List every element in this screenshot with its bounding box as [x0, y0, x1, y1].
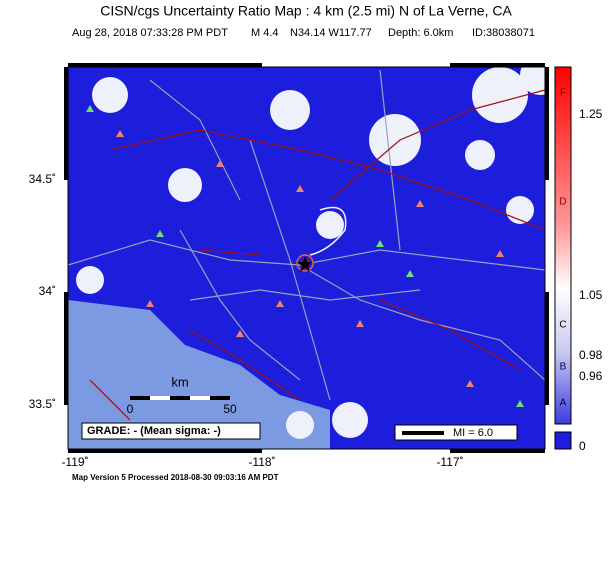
grade-letter: B — [560, 362, 567, 373]
legend-line — [402, 431, 444, 435]
colorbar-tick: 0 — [579, 439, 586, 453]
title: CISN/cgs Uncertainty Ratio Map : 4 km (2… — [100, 3, 512, 19]
scale-start: 0 — [127, 402, 134, 416]
scale-end: 50 — [223, 402, 237, 416]
colorbar-tick: 0.96 — [579, 369, 603, 383]
lat-label: 34.5˚ — [29, 172, 56, 186]
lon-label: -119˚ — [61, 455, 88, 469]
legend-box — [394, 424, 518, 441]
subtitle-depth: Depth: 6.0km — [388, 27, 453, 39]
subtitle-loc: N34.14 W117.77 — [290, 27, 372, 39]
subtitle-date: Aug 28, 2018 07:33:28 PM PDT — [72, 27, 228, 39]
colorbar-tick: 1.25 — [579, 107, 603, 121]
lat-label: 34˚ — [39, 284, 56, 298]
lon-label: -118˚ — [248, 455, 275, 469]
subtitle-id: ID:38038071 — [472, 27, 535, 39]
grade: GRADE: - (Mean sigma: -) — [87, 425, 221, 437]
grade-letter: F — [560, 88, 566, 99]
grade-letter: A — [560, 398, 567, 409]
grade-box — [81, 422, 261, 440]
colorbar-tick: 0.98 — [579, 348, 603, 362]
colorbar-zero — [554, 431, 572, 450]
map-area — [68, 67, 545, 449]
scale-bar — [150, 396, 170, 400]
footer: Map Version 5 Processed 2018-08-30 09:03… — [72, 473, 279, 482]
scale-bar — [190, 396, 210, 400]
grade-letter: D — [559, 197, 566, 208]
subtitle-mag: M 4.4 — [251, 27, 279, 39]
colorbar — [554, 66, 572, 425]
lon-label: -117˚ — [436, 455, 463, 469]
colorbar-tick: 1.05 — [579, 288, 603, 302]
scale-unit: km — [171, 374, 188, 389]
scale-bar — [130, 396, 230, 400]
grade-letter: C — [559, 320, 566, 331]
legend-label: MI = 6.0 — [453, 427, 493, 439]
lat-label: 33.5˚ — [29, 397, 56, 411]
